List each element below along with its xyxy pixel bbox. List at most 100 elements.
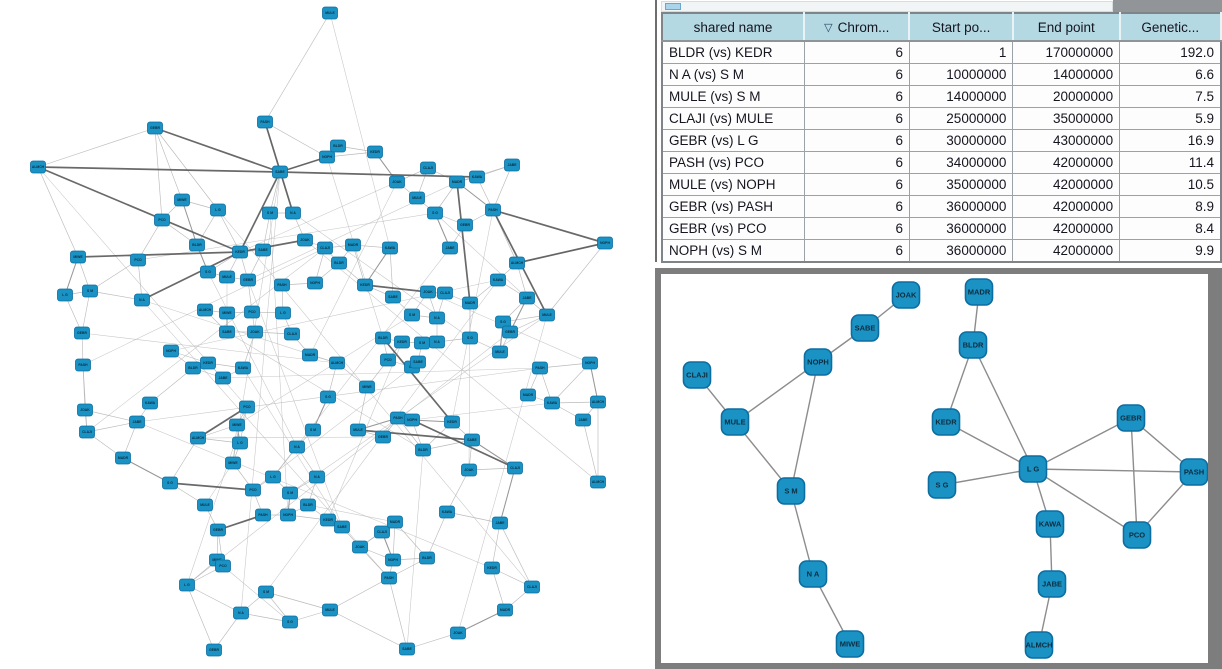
network-node-JOAK[interactable] [389, 175, 405, 189]
cell-value[interactable]: 6 [803, 217, 910, 240]
network-node-MIWE[interactable] [225, 456, 241, 470]
network-node-SM[interactable] [305, 423, 321, 437]
network-node-PCO[interactable] [239, 400, 255, 414]
table-row[interactable]: N A (vs) S M 6 10000000 14000000 6.6 [661, 63, 1222, 86]
cell-value[interactable]: 34000000 [908, 151, 1014, 174]
cell-value[interactable]: 35000000 [908, 173, 1014, 196]
network-node-JABE[interactable] [1037, 570, 1067, 598]
cell-shared-name[interactable]: BLDR (vs) KEDR [661, 40, 805, 64]
network-node-KEDR[interactable] [320, 513, 336, 527]
cell-value[interactable]: 42000000 [1012, 195, 1121, 218]
network-node-SG[interactable] [927, 471, 957, 499]
cell-value[interactable]: 14000000 [908, 85, 1014, 108]
network-node-KEDR[interactable] [444, 415, 460, 429]
network-node-CLAJI[interactable] [524, 580, 540, 594]
network-node-JOAK[interactable] [297, 233, 313, 247]
network-node-MULE[interactable] [322, 6, 338, 20]
cell-shared-name[interactable]: PASH (vs) PCO [661, 151, 805, 174]
network-node-GEBR[interactable] [240, 273, 256, 287]
table-row[interactable]: GEBR (vs) PCO 6 36000000 42000000 8.4 [661, 217, 1222, 240]
network-node-SM[interactable] [258, 585, 274, 599]
cell-shared-name[interactable]: GEBR (vs) PASH [661, 195, 805, 218]
cell-value[interactable]: 6 [803, 85, 910, 108]
network-node-JABE[interactable] [575, 413, 591, 427]
network-node-NA[interactable] [309, 470, 325, 484]
cell-value[interactable]: 42000000 [1012, 239, 1121, 263]
network-node-NOPH[interactable] [385, 553, 401, 567]
network-node-PCO[interactable] [1122, 521, 1152, 549]
table-row[interactable]: CLAJI (vs) MULE 6 25000000 35000000 5.9 [661, 107, 1222, 130]
network-node-SM[interactable] [404, 308, 420, 322]
cell-value[interactable]: 6 [803, 63, 910, 86]
network-node-MULE[interactable] [350, 423, 366, 437]
network-node-NA[interactable] [429, 335, 445, 349]
network-node-PCO[interactable] [380, 353, 396, 367]
network-node-MULE[interactable] [539, 308, 555, 322]
network-node-GEBR[interactable] [457, 218, 473, 232]
network-node-SG[interactable] [200, 265, 216, 279]
network-node-ALMCH[interactable] [190, 431, 206, 445]
cell-value[interactable]: 6 [803, 129, 910, 152]
network-node-LG[interactable] [1018, 455, 1048, 483]
network-node-PCO[interactable] [244, 305, 260, 319]
network-node-BLDR[interactable] [330, 139, 346, 153]
table-row[interactable]: BLDR (vs) KEDR 6 1 170000000 192.0 [661, 40, 1222, 64]
cell-shared-name[interactable]: MULE (vs) S M [661, 85, 805, 108]
cell-value[interactable]: 25000000 [908, 107, 1014, 130]
network-node-MIWE[interactable] [835, 630, 865, 658]
network-node-NA[interactable] [289, 440, 305, 454]
horizontal-scrollbar-thumb[interactable] [665, 3, 681, 10]
network-node-CLAJI[interactable] [284, 327, 300, 341]
network-node-JOAK[interactable] [77, 403, 93, 417]
cell-value[interactable]: 6 [803, 40, 910, 64]
cell-value[interactable]: 10.5 [1119, 173, 1222, 196]
network-node-NOPH[interactable] [307, 276, 323, 290]
network-node-CLAJI[interactable] [682, 361, 712, 389]
cell-value[interactable]: 42000000 [1012, 151, 1121, 174]
network-node-SABE[interactable] [410, 355, 426, 369]
cell-value[interactable]: 36000000 [908, 217, 1014, 240]
network-node-SABE[interactable] [385, 290, 401, 304]
network-node-GEBR[interactable] [206, 643, 222, 657]
network-node-SG[interactable] [282, 615, 298, 629]
cell-value[interactable]: 8.9 [1119, 195, 1222, 218]
cell-value[interactable]: 35000000 [1012, 107, 1121, 130]
network-node-MADR[interactable] [462, 296, 478, 310]
network-node-MULE[interactable] [492, 345, 508, 359]
network-node-JABE[interactable] [504, 158, 520, 172]
network-node-GEBR[interactable] [375, 430, 391, 444]
table-row[interactable]: MULE (vs) S M 6 14000000 20000000 7.5 [661, 85, 1222, 108]
network-node-SM[interactable] [282, 486, 298, 500]
cell-shared-name[interactable]: MULE (vs) NOPH [661, 173, 805, 196]
cell-value[interactable]: 9.9 [1119, 239, 1222, 263]
network-node-CLAJI[interactable] [317, 241, 333, 255]
network-node-KAWA[interactable] [439, 505, 455, 519]
network-node-MIWE[interactable] [70, 250, 86, 264]
network-node-SM[interactable] [776, 477, 806, 505]
table-row[interactable]: PASH (vs) PCO 6 34000000 42000000 11.4 [661, 151, 1222, 174]
column-header-genetic[interactable]: Genetic... [1119, 13, 1222, 42]
cell-value[interactable]: 6 [803, 107, 910, 130]
cell-value[interactable]: 170000000 [1012, 40, 1121, 64]
network-node-SABE[interactable] [334, 520, 350, 534]
network-node-JABE[interactable] [492, 516, 508, 530]
network-node-LG[interactable] [232, 436, 248, 450]
network-node-NA[interactable] [798, 560, 828, 588]
network-node-MADR[interactable] [449, 175, 465, 189]
cell-value[interactable]: 10000000 [908, 63, 1014, 86]
network-node-NA[interactable] [285, 206, 301, 220]
cell-value[interactable]: 6 [803, 195, 910, 218]
network-node-PCO[interactable] [215, 559, 231, 573]
network-node-SABE[interactable] [850, 314, 880, 342]
network-node-KEDR[interactable] [367, 145, 383, 159]
network-node-CLAJI[interactable] [420, 161, 436, 175]
network-node-NOPH[interactable] [319, 150, 335, 164]
network-node-KAWA[interactable] [544, 396, 560, 410]
network-node-PASH[interactable] [1179, 458, 1208, 486]
network-node-KAWA[interactable] [382, 241, 398, 255]
cell-value[interactable]: 30000000 [908, 129, 1014, 152]
detail-network-canvas[interactable]: JOAK SABE NOPH CLAJI MULE S M N A MIWE MADR BLDR K… [661, 274, 1208, 663]
network-node-PASH[interactable] [257, 115, 273, 129]
network-node-MIWE[interactable] [219, 306, 235, 320]
network-node-PASH[interactable] [255, 508, 271, 522]
